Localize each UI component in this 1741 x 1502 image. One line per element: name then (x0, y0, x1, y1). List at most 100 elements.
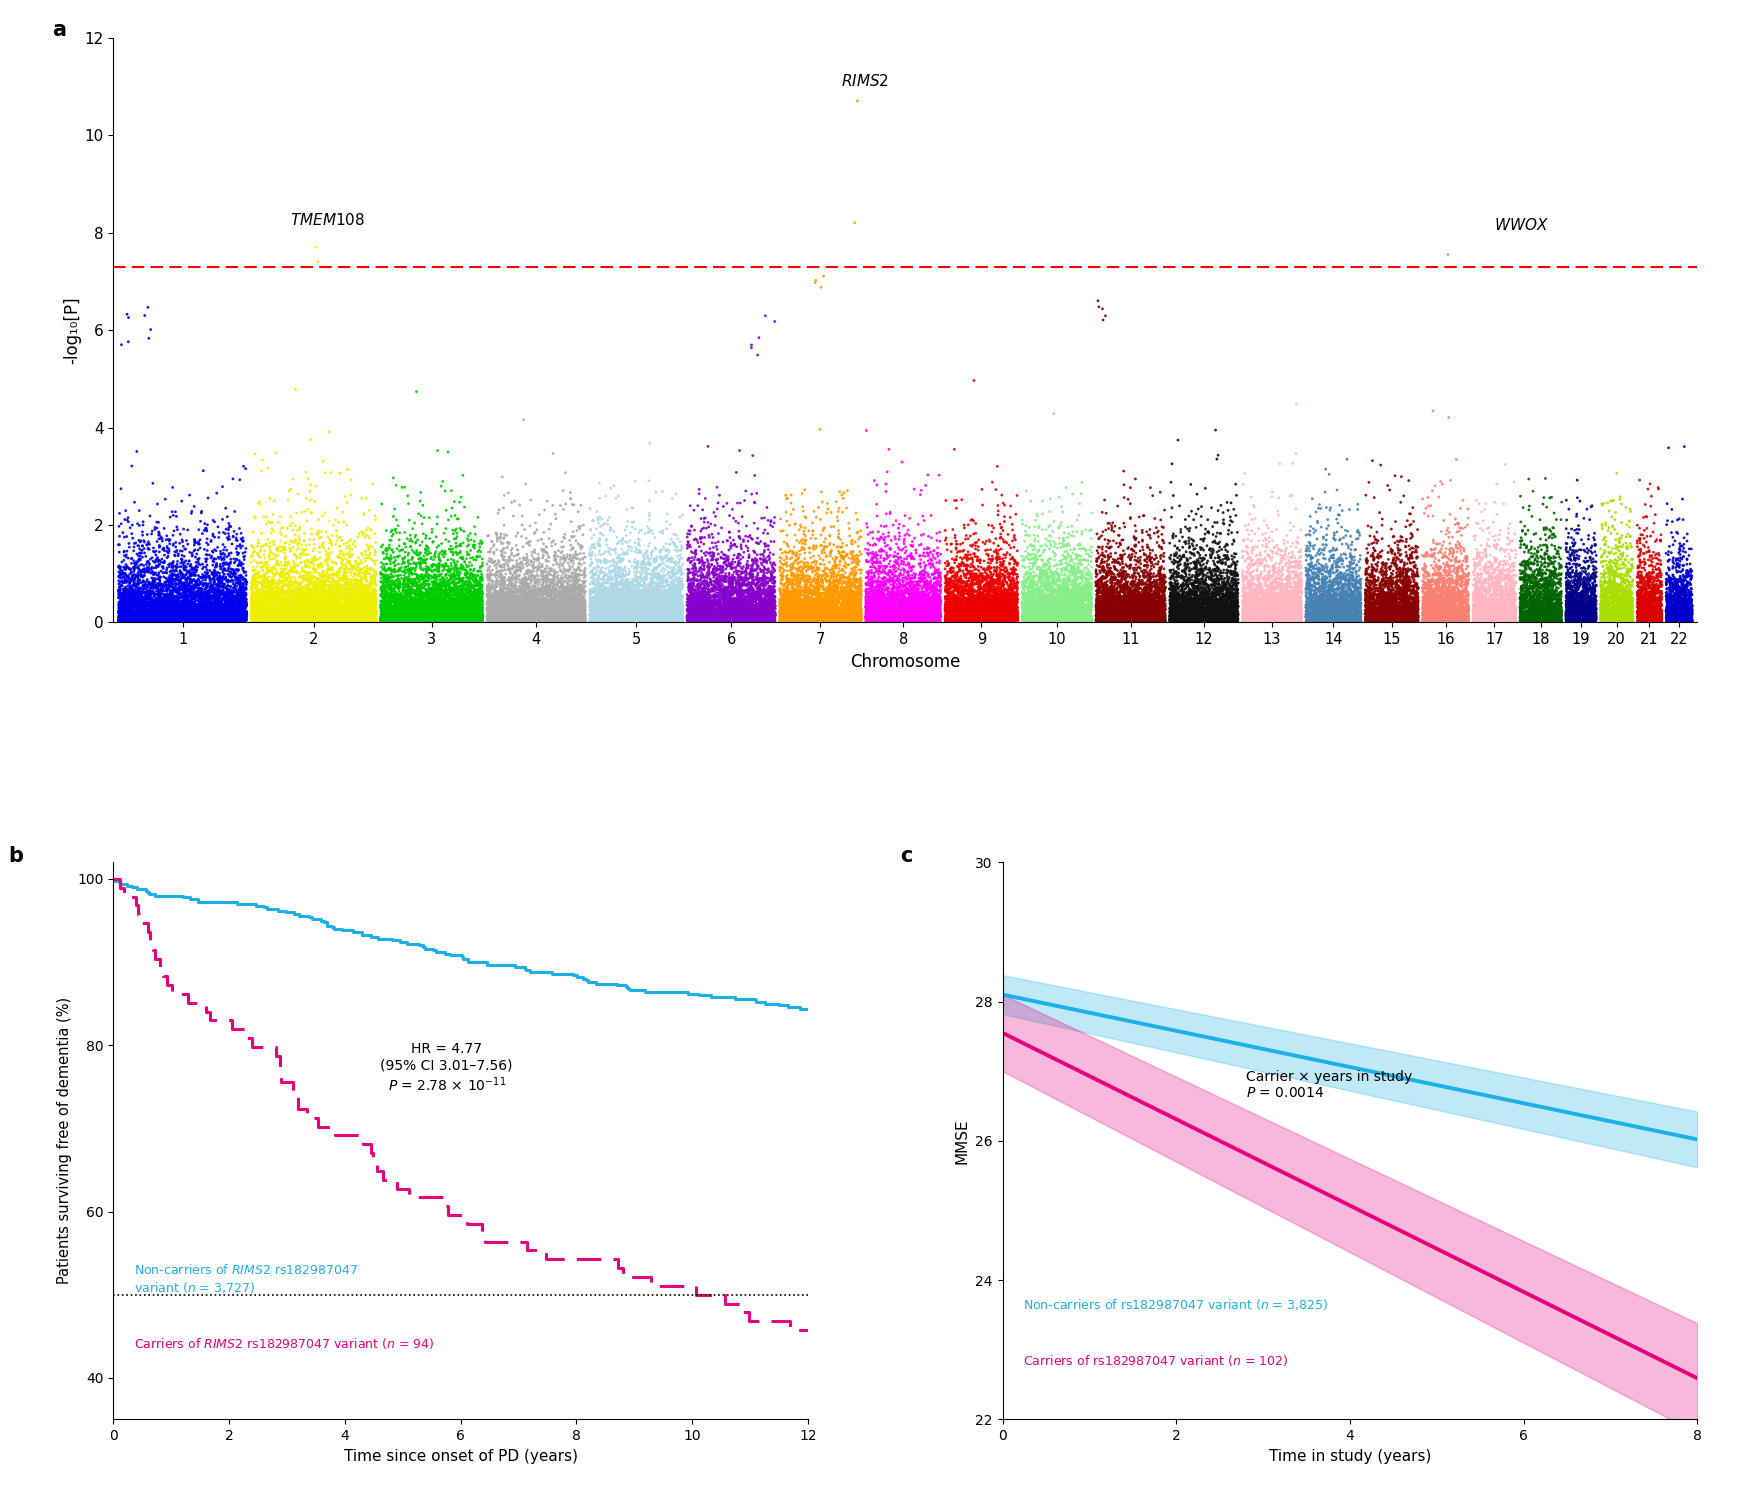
Point (857, 571, 884, 595)
Point (498, 590, 526, 614)
Point (219, 604, 247, 628)
Point (1511, 560, 1539, 584)
Point (1520, 602, 1548, 626)
Point (1485, 592, 1513, 616)
Point (355, 599, 383, 623)
Point (343, 590, 371, 614)
Point (1278, 587, 1306, 611)
Point (785, 545, 813, 569)
Point (1449, 584, 1476, 608)
Point (1452, 593, 1480, 617)
Point (1285, 590, 1313, 614)
Point (1616, 595, 1644, 619)
Point (132, 604, 160, 628)
Point (1092, 559, 1119, 583)
Point (1536, 559, 1563, 583)
Point (534, 550, 562, 574)
Point (1177, 592, 1205, 616)
Point (1436, 566, 1464, 590)
Point (181, 577, 209, 601)
Point (1450, 598, 1478, 622)
Point (522, 605, 550, 629)
Point (999, 592, 1027, 616)
Point (1285, 610, 1313, 634)
Point (534, 575, 562, 599)
Point (214, 596, 242, 620)
Point (427, 604, 454, 628)
Point (160, 590, 188, 614)
Point (1187, 536, 1215, 560)
Point (681, 545, 709, 569)
Point (1476, 563, 1504, 587)
Point (254, 599, 282, 623)
Point (1119, 607, 1147, 631)
Point (1205, 443, 1233, 467)
Point (1297, 589, 1325, 613)
Point (1121, 587, 1149, 611)
Point (134, 550, 162, 574)
Point (402, 610, 430, 634)
Point (1596, 604, 1624, 628)
Point (1668, 608, 1696, 632)
Point (1069, 607, 1097, 631)
Point (1043, 599, 1071, 623)
Point (158, 608, 186, 632)
Point (341, 605, 369, 629)
Point (174, 610, 202, 634)
Point (787, 592, 815, 616)
Point (226, 605, 254, 629)
Point (487, 572, 515, 596)
Point (815, 569, 843, 593)
Point (360, 590, 388, 614)
Point (1224, 604, 1252, 628)
Point (1391, 535, 1419, 559)
Point (226, 599, 254, 623)
Point (1388, 580, 1415, 604)
Point (1574, 604, 1602, 628)
Point (1342, 580, 1370, 604)
Point (1483, 598, 1511, 622)
Point (1128, 608, 1156, 632)
Point (1210, 604, 1238, 628)
Point (249, 598, 277, 622)
Point (860, 604, 888, 628)
Point (395, 569, 423, 593)
Point (1645, 589, 1673, 613)
Point (1191, 610, 1219, 634)
Point (1483, 584, 1511, 608)
Point (157, 587, 185, 611)
Point (709, 530, 736, 554)
Point (1036, 610, 1064, 634)
Point (1438, 571, 1466, 595)
Point (514, 599, 541, 623)
Point (221, 565, 249, 589)
Point (1499, 529, 1527, 553)
Point (1546, 608, 1574, 632)
Point (1529, 593, 1556, 617)
Point (559, 602, 587, 626)
Point (1431, 587, 1459, 611)
Point (1212, 583, 1240, 607)
Point (336, 550, 364, 574)
Point (1638, 599, 1666, 623)
Point (427, 598, 454, 622)
Point (439, 608, 467, 632)
Point (411, 607, 439, 631)
Point (1262, 571, 1290, 595)
Point (994, 586, 1022, 610)
Point (810, 264, 837, 288)
Point (980, 587, 1008, 611)
Point (1100, 610, 1128, 634)
Point (1393, 583, 1421, 607)
Point (1219, 610, 1247, 634)
Point (770, 562, 797, 586)
Point (540, 590, 568, 614)
Point (900, 608, 928, 632)
Point (1365, 599, 1393, 623)
Point (1579, 595, 1607, 619)
Point (115, 581, 143, 605)
Point (317, 595, 345, 619)
Point (505, 593, 533, 617)
Point (1184, 595, 1212, 619)
Point (359, 593, 387, 617)
